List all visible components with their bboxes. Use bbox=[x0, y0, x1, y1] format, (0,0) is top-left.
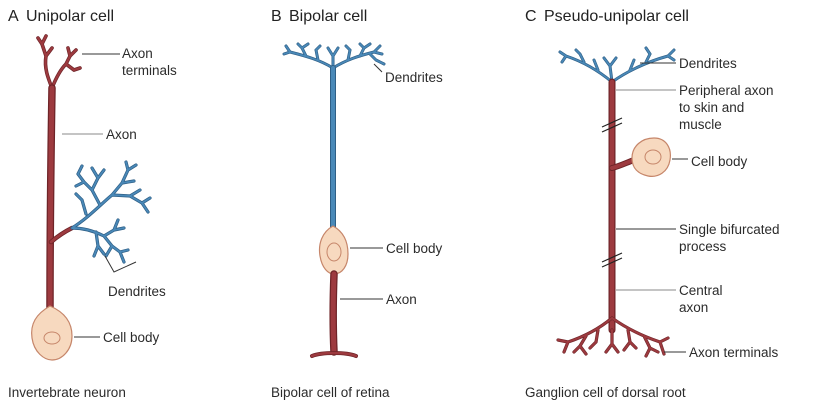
bipolar-axon bbox=[310, 270, 358, 358]
label-c-dendrites: Dendrites bbox=[679, 56, 737, 71]
panel-a-letter: A bbox=[8, 8, 19, 25]
pseudo-unipolar-cell-body bbox=[631, 137, 671, 177]
label-c-axon-terminals: Axon terminals bbox=[689, 345, 779, 360]
unipolar-axon-terminals bbox=[36, 34, 82, 90]
caption-b: Bipolar cell of retina bbox=[271, 385, 390, 400]
label-c-peripheral-line1: Peripheral axon bbox=[679, 83, 774, 98]
pseudo-unipolar-neuron bbox=[556, 46, 676, 358]
panel-b-letter: B bbox=[271, 8, 282, 25]
label-b-cell-body: Cell body bbox=[386, 241, 443, 256]
bipolar-neuron bbox=[282, 42, 386, 358]
panel-c-title: Pseudo-unipolar cell bbox=[544, 8, 689, 25]
pseudo-unipolar-axon-terminals bbox=[556, 316, 670, 358]
label-b-axon: Axon bbox=[386, 292, 417, 307]
caption-c: Ganglion cell of dorsal root bbox=[525, 385, 686, 400]
panel-b-title: Bipolar cell bbox=[289, 8, 367, 25]
label-cell-body: Cell body bbox=[103, 330, 160, 345]
label-axon: Axon bbox=[106, 127, 137, 142]
panel-a-title: Unipolar cell bbox=[26, 8, 114, 25]
label-c-central-line2: axon bbox=[679, 300, 708, 315]
label-dendrites: Dendrites bbox=[108, 284, 166, 299]
pseudo-unipolar-dendrites bbox=[558, 46, 676, 84]
panel-c: C Pseudo-unipolar cell bbox=[525, 8, 780, 400]
break-marks bbox=[601, 117, 623, 268]
caption-a: Invertebrate neuron bbox=[8, 385, 126, 400]
label-c-central-line1: Central bbox=[679, 283, 723, 298]
unipolar-dendrites bbox=[70, 160, 152, 264]
label-c-single-line1: Single bifurcated bbox=[679, 222, 780, 237]
bipolar-dendrites bbox=[282, 42, 386, 231]
bipolar-cell-body bbox=[318, 225, 349, 275]
panel-b: B Bipolar cell Dendrit bbox=[271, 8, 443, 400]
panel-a: A Unipolar cell bbox=[8, 8, 177, 400]
panel-c-letter: C bbox=[525, 8, 537, 25]
label-c-cell-body: Cell body bbox=[691, 154, 748, 169]
unipolar-neuron bbox=[31, 34, 152, 361]
label-axon-terminals-line2: terminals bbox=[122, 63, 177, 78]
unipolar-cell-body bbox=[31, 305, 73, 361]
label-c-single-line2: process bbox=[679, 239, 727, 254]
label-c-peripheral-line2: to skin and bbox=[679, 100, 744, 115]
leader-b-dendrites bbox=[373, 63, 383, 73]
label-b-dendrites: Dendrites bbox=[385, 70, 443, 85]
leader-dendrites bbox=[104, 255, 137, 273]
label-c-peripheral-line3: muscle bbox=[679, 117, 722, 132]
label-axon-terminals-line1: Axon bbox=[122, 46, 153, 61]
